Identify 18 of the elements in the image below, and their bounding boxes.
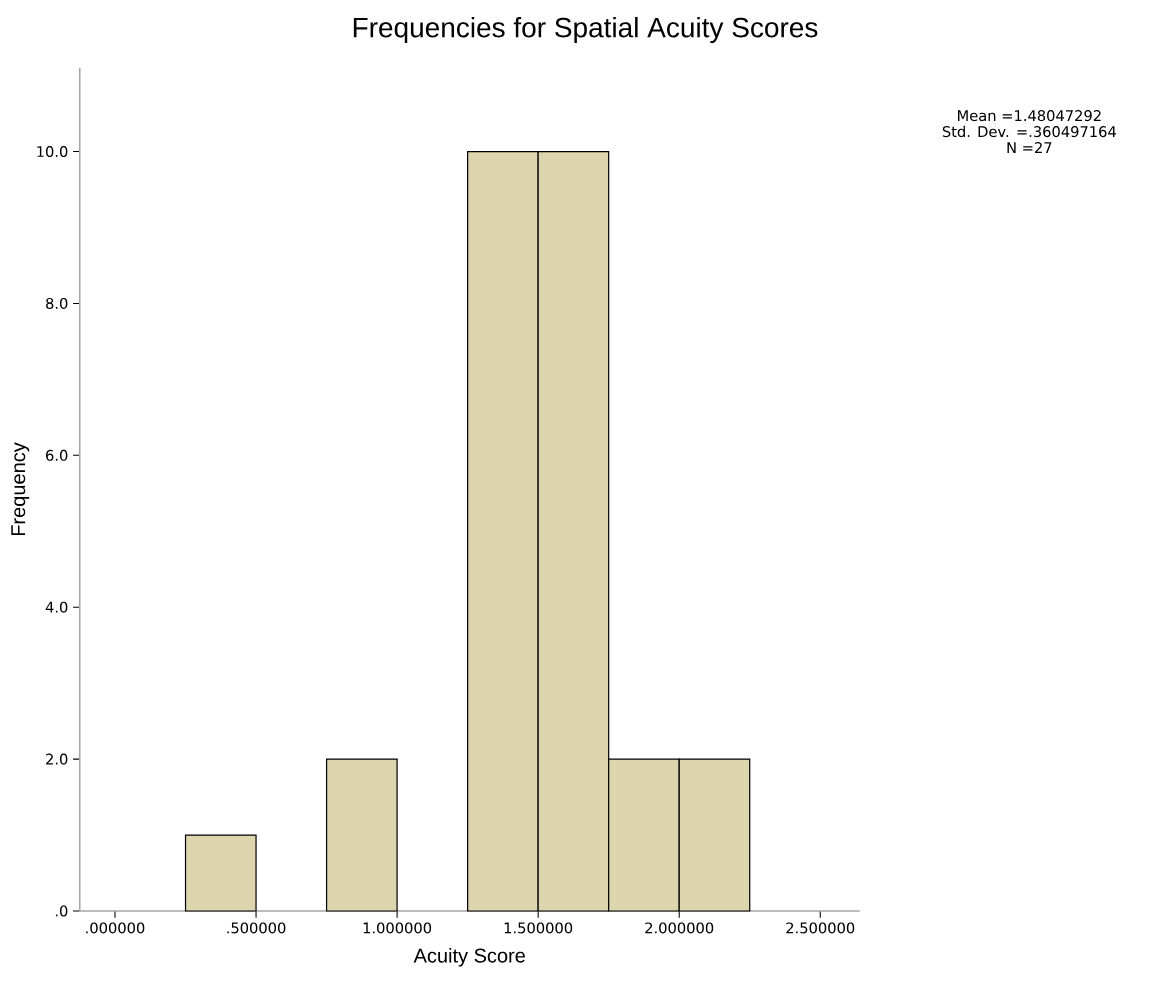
x-tick-label: 2.000000: [645, 922, 714, 934]
x-axis-title: Acuity Score: [413, 947, 525, 967]
chart-title: Frequencies for Spatial Acuity Scores: [353, 16, 818, 44]
y-tick-label: 8.0: [46, 297, 68, 309]
x-tick-label: 2.500000: [786, 922, 855, 934]
text: N =27: [1007, 142, 1052, 153]
text: Std. Dev. =.360497164: [942, 125, 1116, 138]
y-tick-label: 6.0: [46, 449, 68, 461]
x-tick-label: .500000: [227, 922, 286, 934]
text: Mean =1.48047292: [958, 110, 1101, 122]
y-tick-label: 10.0: [37, 146, 68, 158]
y-tick-label: .0: [55, 905, 68, 917]
y-axis-title: Frequency: [11, 442, 30, 536]
y-tick-label: 2.0: [46, 753, 68, 765]
x-tick-label: .000000: [86, 922, 145, 934]
x-tick-label: 1.500000: [504, 922, 573, 934]
y-tick-label: 4.0: [45, 601, 68, 613]
x-tick-label: 1.000000: [363, 922, 432, 934]
